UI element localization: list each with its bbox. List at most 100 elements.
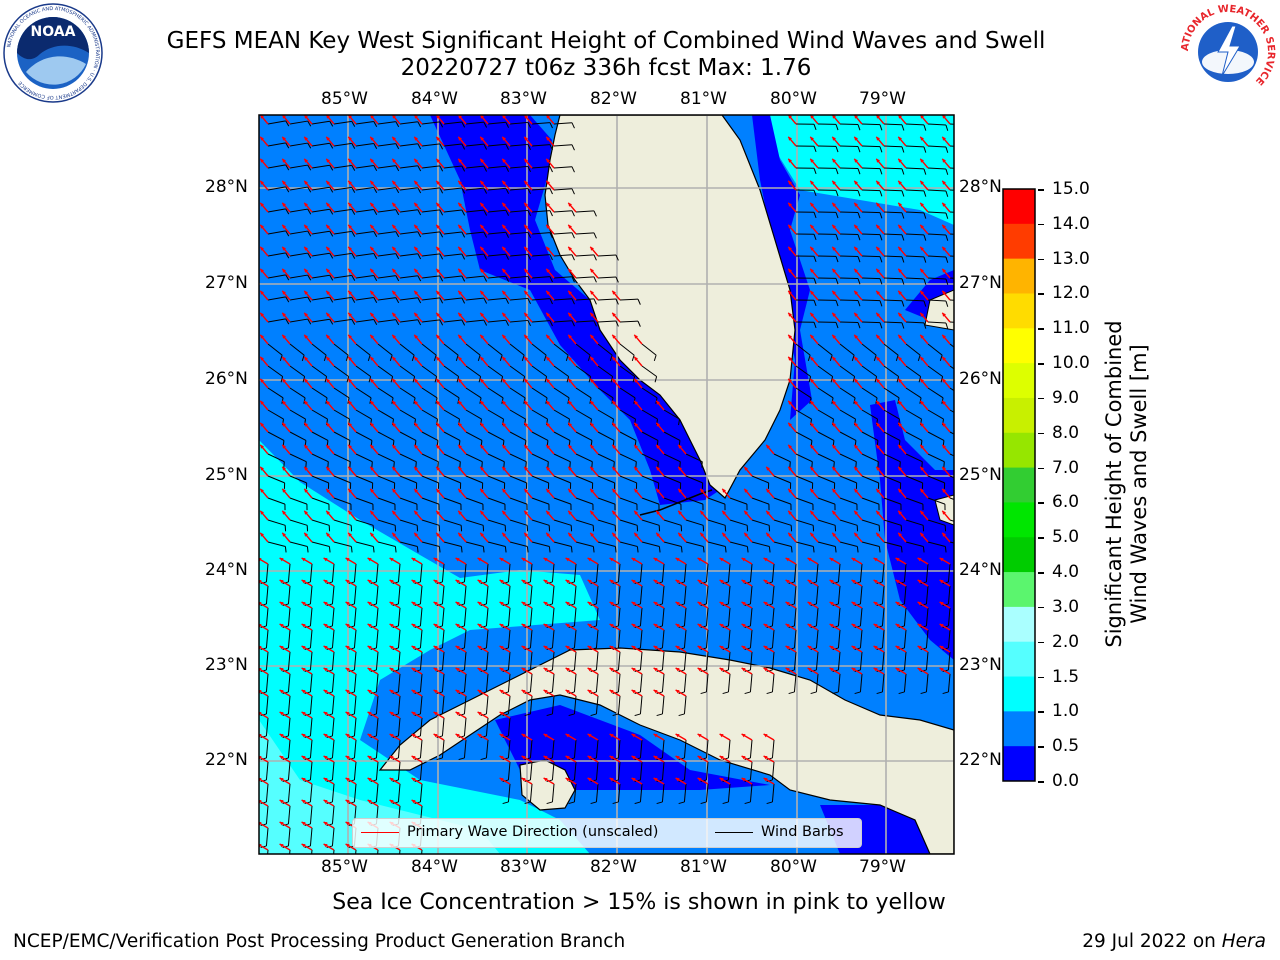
wind-barb <box>905 123 925 126</box>
wave-arrow-head <box>612 334 617 339</box>
wind-barb-flag <box>653 355 657 362</box>
wave-arrow-head <box>279 624 284 628</box>
wind-barb <box>639 783 643 802</box>
wind-barb-flag <box>571 254 575 261</box>
wave-arrow-head <box>546 422 551 427</box>
wind-barb <box>289 252 308 257</box>
wave-arrow-head <box>898 180 903 185</box>
wave-arrow-head <box>304 268 309 273</box>
wave-arrow-head <box>348 224 353 229</box>
wave-arrow-head <box>477 712 482 716</box>
wave-arrow-head <box>763 668 768 672</box>
wind-barb-flag <box>571 232 575 239</box>
wind-barb <box>289 274 308 279</box>
wind-barb <box>683 607 687 626</box>
wind-barb <box>815 629 819 648</box>
wind-barb <box>487 431 505 441</box>
wind-barb-flag <box>483 121 488 128</box>
wave-arrow-head <box>458 356 463 361</box>
wind-barb <box>309 761 313 780</box>
wind-barb <box>949 497 954 500</box>
wave-arrow-head <box>942 158 947 163</box>
wind-barb <box>531 541 550 548</box>
wind-barb-flag <box>901 300 905 307</box>
wave-arrow-head <box>895 624 900 628</box>
wind-barb <box>749 761 753 780</box>
wave-arrow-head <box>414 334 419 339</box>
wave-arrow-head <box>832 202 837 207</box>
wind-barb <box>507 585 511 604</box>
wind-barb-flag <box>923 322 927 329</box>
wind-barb-flag <box>896 376 900 383</box>
footer-host: Hera <box>1221 931 1266 952</box>
wind-barb <box>331 695 335 714</box>
wave-arrow-head <box>260 115 265 119</box>
wind-barb <box>773 453 791 463</box>
wave-arrow-head <box>590 378 595 383</box>
wave-arrow-head <box>370 378 375 383</box>
wind-barb <box>597 387 614 399</box>
wind-barb <box>309 629 313 648</box>
wind-barb <box>377 365 393 377</box>
wind-barb <box>837 673 841 692</box>
wave-arrow-head <box>634 466 639 471</box>
wind-barb-flag <box>483 319 488 326</box>
wave-arrow-head <box>260 290 265 295</box>
wind-barb-flag <box>968 169 970 175</box>
wave-arrow-head <box>766 488 771 493</box>
wind-barb <box>883 431 901 441</box>
wave-arrow-head <box>524 115 529 119</box>
wind-barb-flag <box>390 376 394 383</box>
wind-barb <box>641 431 659 441</box>
wave-arrow-head <box>389 690 394 694</box>
wind-barb <box>487 187 506 191</box>
wave-arrow-head <box>546 115 551 119</box>
wave-arrow-head <box>741 602 746 606</box>
wind-barb <box>375 673 379 692</box>
wind-barb <box>531 343 547 356</box>
legend-label-wave: Primary Wave Direction (unscaled) <box>407 824 659 840</box>
wind-barb <box>573 607 577 626</box>
wind-barb <box>529 783 533 802</box>
wind-barb <box>575 475 593 484</box>
wind-barb <box>331 563 335 582</box>
wind-barb-flag <box>305 868 311 870</box>
wind-barb <box>617 585 621 604</box>
wind-barb <box>399 453 417 463</box>
wave-arrow-head <box>455 646 460 650</box>
wind-barb <box>619 497 638 505</box>
wind-barb <box>573 629 577 648</box>
wind-barb <box>397 695 401 714</box>
wind-barb <box>375 563 379 582</box>
wave-arrow-head <box>348 136 353 141</box>
wave-arrow-head <box>458 202 463 207</box>
wind-barb <box>949 365 954 370</box>
wave-arrow-head <box>370 488 375 493</box>
wind-barb-flag <box>571 122 575 129</box>
wind-barb <box>355 252 374 257</box>
wave-arrow-head <box>546 466 551 471</box>
wind-barb <box>949 519 954 522</box>
wave-arrow-head <box>543 690 548 694</box>
wind-barb <box>311 387 328 399</box>
wave-arrow-head <box>524 378 529 383</box>
wave-arrow-head <box>609 668 614 672</box>
wind-barb <box>529 761 533 780</box>
wind-barb <box>883 519 902 526</box>
wind-barb-flag <box>634 801 641 805</box>
wind-barb-flag <box>812 546 815 553</box>
wave-arrow-head <box>810 532 815 537</box>
wave-arrow-head <box>480 444 485 449</box>
wind-barb <box>595 563 599 582</box>
wind-barb <box>883 387 900 399</box>
wind-barb-flag <box>285 296 290 303</box>
wind-barb <box>575 453 593 463</box>
wind-barb <box>817 497 836 505</box>
wave-arrow-head <box>367 690 372 694</box>
wave-arrow-head <box>546 312 551 317</box>
wind-barb <box>311 318 330 323</box>
wind-barb-flag <box>367 355 371 362</box>
wind-barb <box>839 497 858 505</box>
wave-arrow-head <box>458 224 463 229</box>
wind-barb <box>883 255 903 258</box>
